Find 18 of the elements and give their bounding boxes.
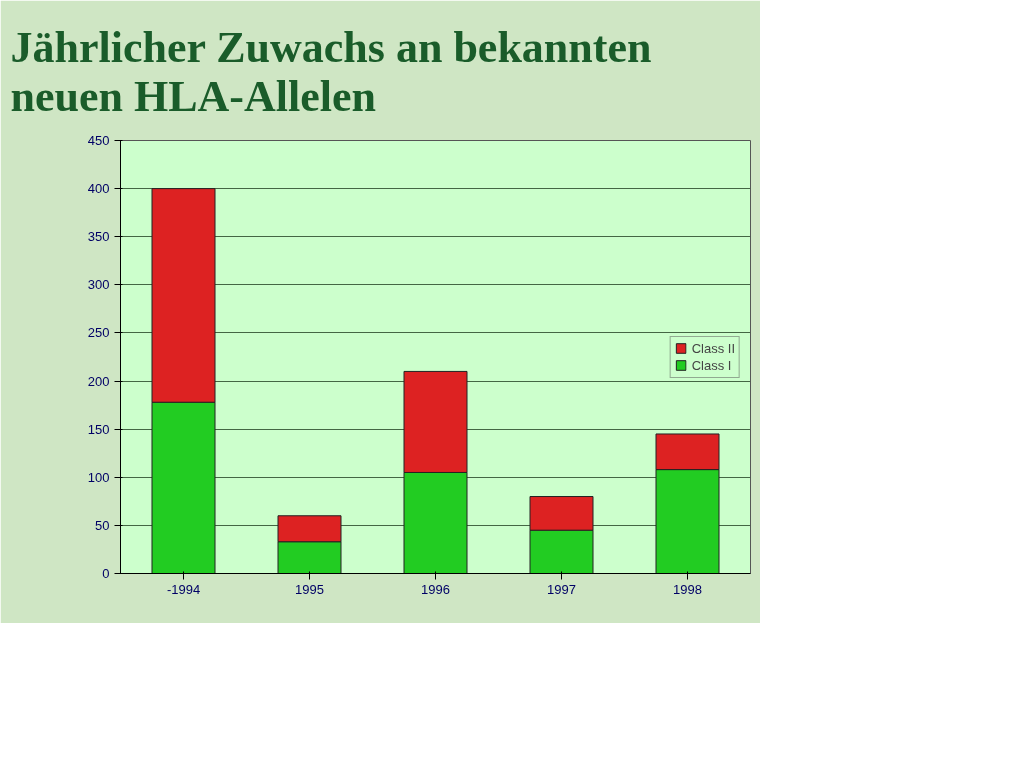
y-tick-label: 250 [87,325,110,341]
x-tick-label: -1994 [166,581,201,597]
x-tick-label: 1997 [547,581,576,597]
y-tick-label: 0 [102,566,110,581]
legend-label: Class I [691,357,732,373]
y-tick-label: 450 [87,133,110,148]
y-tick-label: 350 [87,229,110,245]
x-tick-label: 1995 [295,581,324,597]
y-tick-label: 50 [95,517,110,533]
legend-label: Class II [691,340,735,356]
y-tick-label: 200 [87,373,110,389]
x-tick-label: 1998 [673,581,702,597]
y-tick-label: 150 [87,421,110,437]
y-tick-label: 100 [87,469,110,485]
y-tick-label: 400 [87,181,110,197]
y-tick-label: 300 [87,277,110,293]
x-tick-label: 1996 [421,581,450,597]
chart-title: Jährlicher Zuwachs an bekannten neuen HLA-Allelen [10,22,652,121]
